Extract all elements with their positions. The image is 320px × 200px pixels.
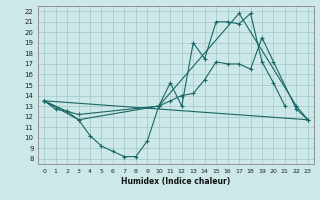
X-axis label: Humidex (Indice chaleur): Humidex (Indice chaleur) [121,177,231,186]
